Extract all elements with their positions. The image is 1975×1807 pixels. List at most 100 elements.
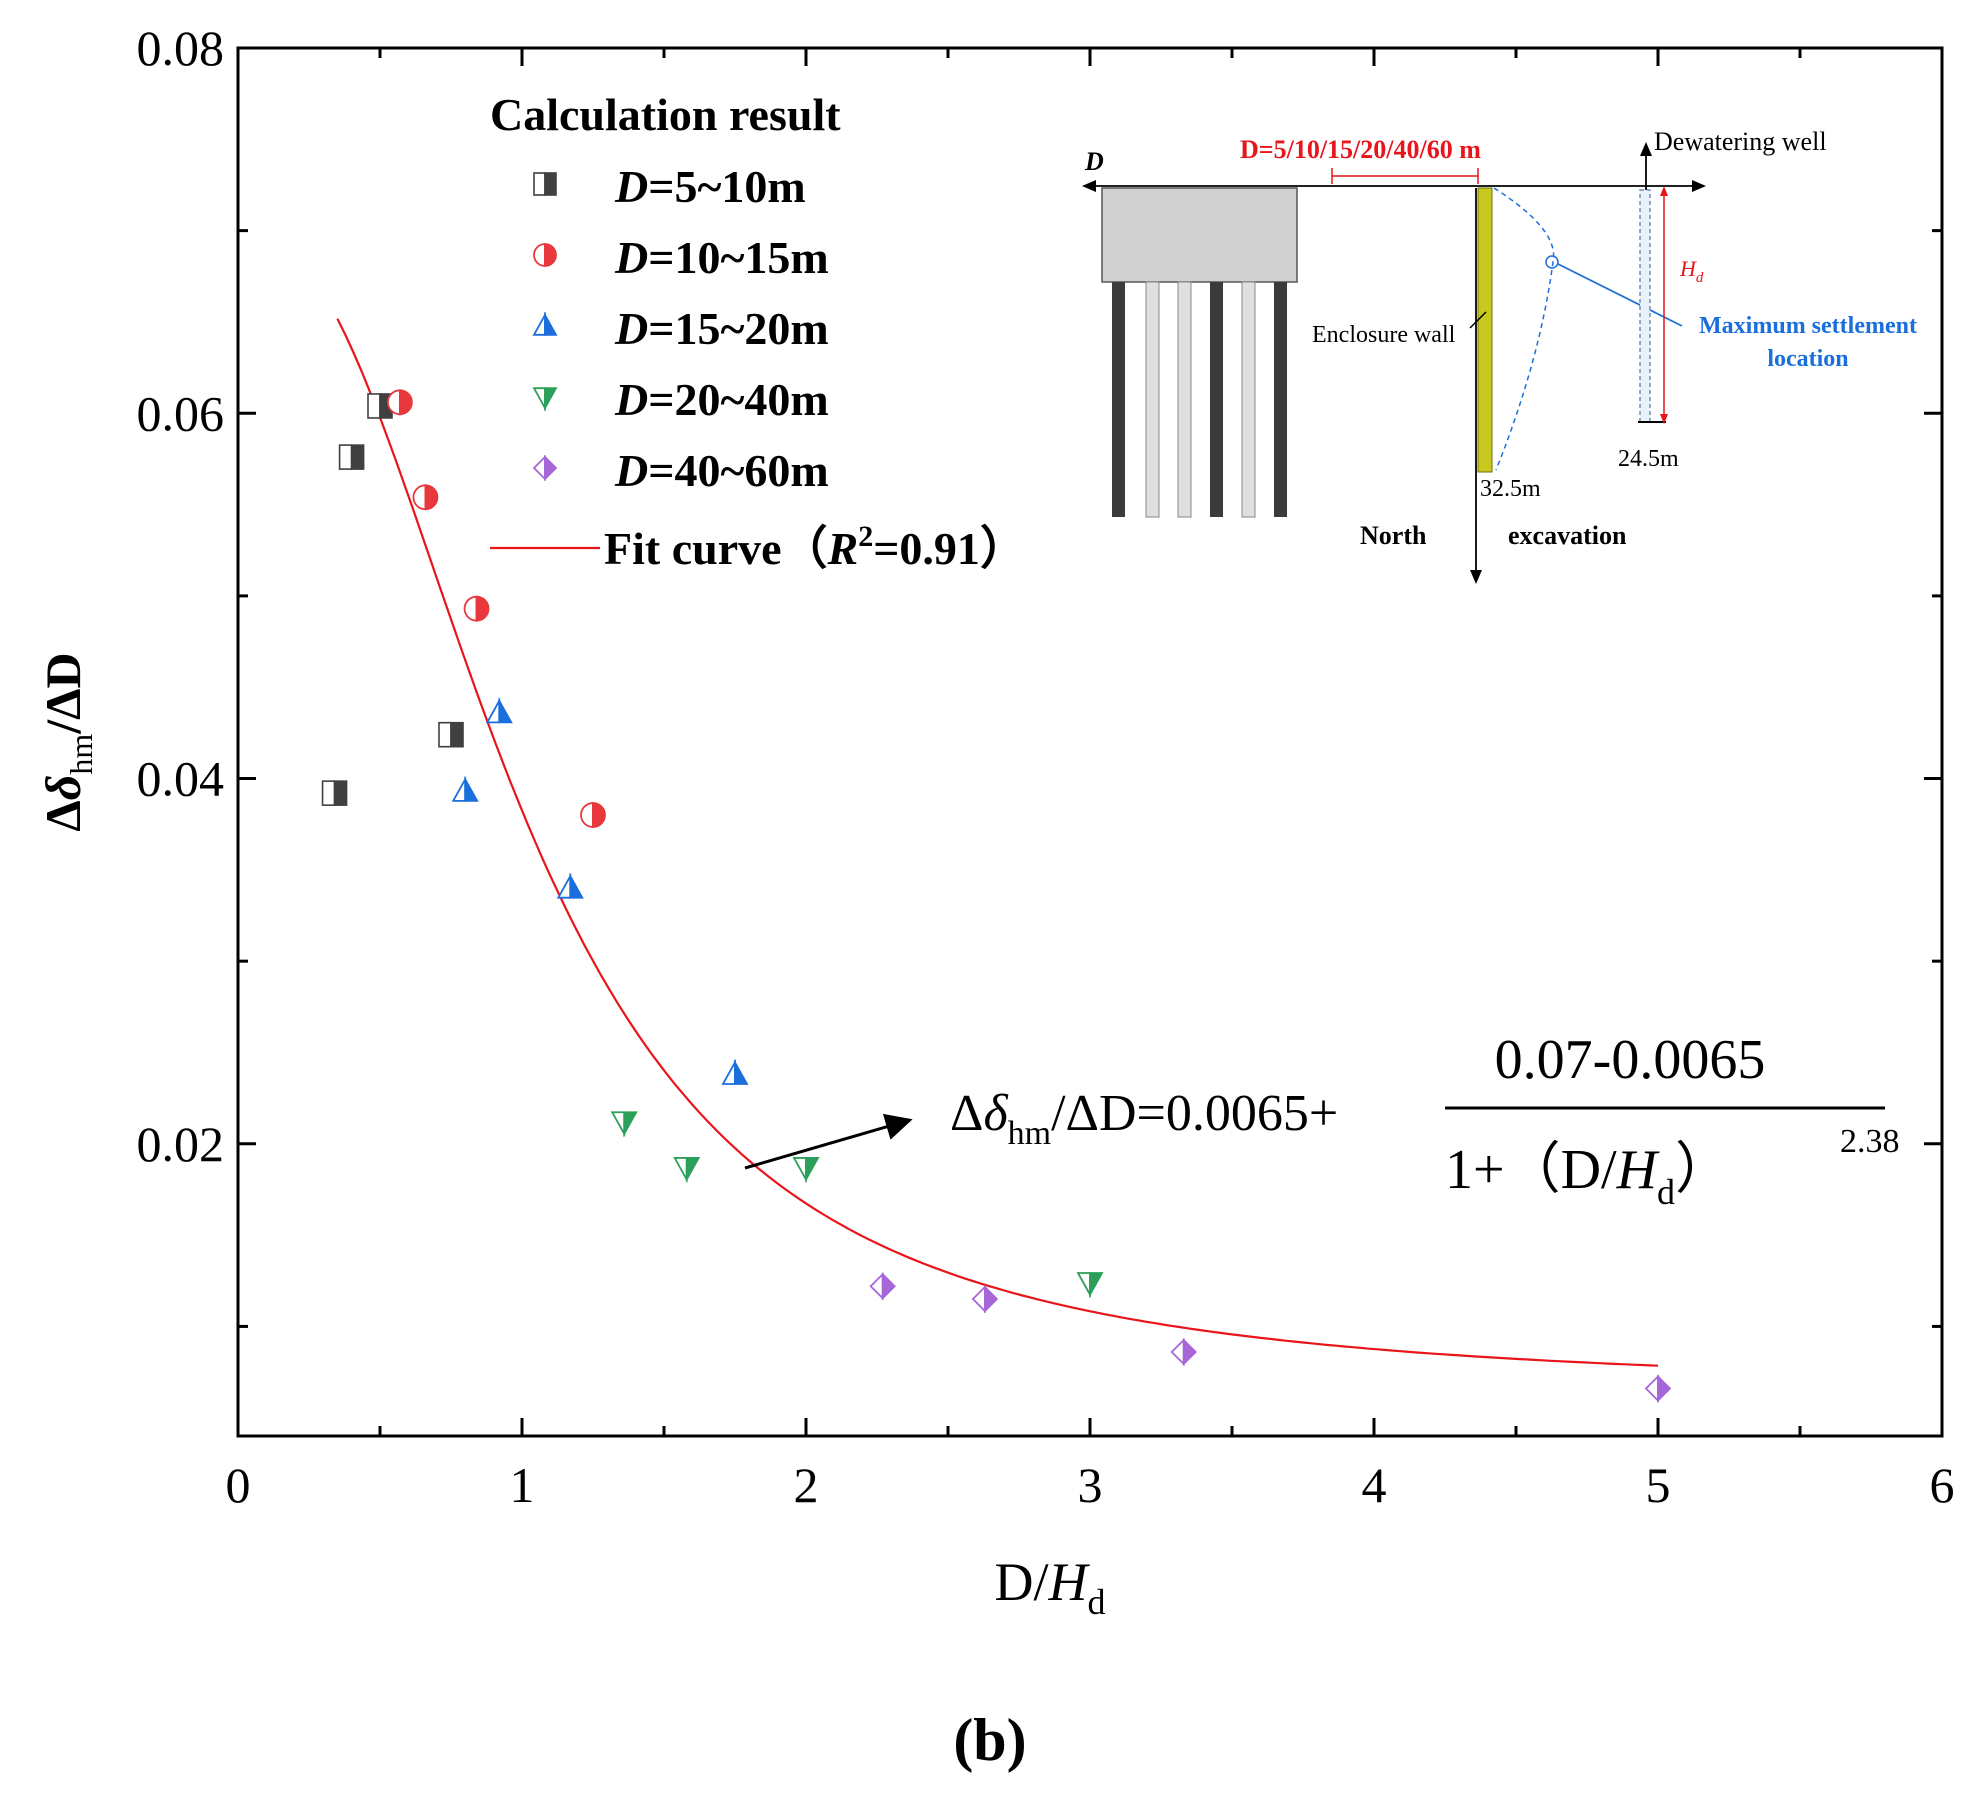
inset-building bbox=[1101, 187, 1298, 283]
equation-den-a: 1+（D/ bbox=[1445, 1139, 1617, 1201]
data-point bbox=[412, 484, 439, 511]
point-marker-left bbox=[367, 393, 381, 419]
point-marker-right bbox=[734, 1058, 749, 1085]
legend-label: D=40~60m bbox=[614, 445, 829, 496]
legend-entry: D=5~10m bbox=[533, 161, 806, 212]
point-marker-right bbox=[685, 1157, 701, 1184]
point-marker-left bbox=[412, 484, 427, 511]
legend-fit-r: R bbox=[827, 523, 859, 574]
x-axis-title-italic: H bbox=[1048, 1552, 1091, 1612]
inset-pile bbox=[1241, 281, 1256, 518]
data-point bbox=[792, 1157, 820, 1184]
legend-fit-name: Fit curve bbox=[604, 523, 782, 574]
equation-left-c: /ΔD=0.0065+ bbox=[1051, 1085, 1338, 1142]
x-tick-label: 6 bbox=[1930, 1457, 1955, 1513]
legend-entry: D=10~15m bbox=[533, 232, 829, 283]
data-point bbox=[1076, 1272, 1104, 1299]
point-marker-left bbox=[580, 802, 594, 828]
x-tick-label: 0 bbox=[226, 1457, 251, 1513]
legend-label-prefix: D bbox=[614, 232, 648, 283]
legend-entry: D=40~60m bbox=[532, 445, 829, 496]
point-marker-right bbox=[592, 802, 606, 828]
legend-marker-right bbox=[544, 311, 558, 336]
legend-label-suffix: =15~20m bbox=[648, 303, 828, 354]
point-marker-left bbox=[971, 1284, 986, 1314]
legend: Calculation result D=5~10mD=10~15mD=15~2… bbox=[490, 89, 1026, 574]
legend-marker-right bbox=[544, 454, 558, 482]
legend-marker-right bbox=[544, 172, 557, 196]
inset-arrow-left bbox=[1082, 180, 1096, 192]
legend-fit-label: Fit curve（R2=0.91） bbox=[604, 520, 1026, 574]
point-marker-left bbox=[463, 595, 478, 622]
data-points bbox=[321, 389, 1672, 1403]
inset-d-label: D bbox=[1084, 147, 1104, 176]
legend-fit-paren-open: （ bbox=[782, 523, 828, 574]
fit-equation: Δδhm/ΔD=0.0065+ 0.07-0.0065 1+（D/Hd） 2.3… bbox=[744, 1029, 1900, 1212]
legend-label-prefix: D bbox=[614, 374, 648, 425]
point-marker-right bbox=[569, 872, 584, 899]
legend-fit-r-sup: 2 bbox=[858, 520, 873, 553]
point-marker-right bbox=[450, 721, 464, 748]
x-tick-label: 5 bbox=[1646, 1457, 1671, 1513]
inset-excavation-label: excavation bbox=[1508, 521, 1627, 550]
inset-wall-depth: 32.5m bbox=[1480, 476, 1541, 502]
legend-label-prefix: D bbox=[614, 303, 648, 354]
x-tick-label: 1 bbox=[510, 1457, 535, 1513]
x-tick-label: 2 bbox=[794, 1457, 819, 1513]
point-marker-right bbox=[333, 780, 348, 806]
point-marker-right bbox=[881, 1272, 896, 1301]
y-axis-title: Δδhm/ΔD bbox=[35, 652, 99, 831]
legend-label: D=20~40m bbox=[614, 374, 829, 425]
x-tick-label: 4 bbox=[1362, 1457, 1387, 1513]
point-marker-left bbox=[721, 1058, 736, 1085]
legend-entry: D=15~20m bbox=[532, 303, 829, 354]
point-marker-left bbox=[869, 1272, 884, 1301]
data-point bbox=[386, 389, 413, 416]
data-point bbox=[463, 595, 490, 622]
inset-settlement-curve bbox=[1493, 187, 1555, 471]
y-tick-label: 0.08 bbox=[137, 20, 225, 76]
point-marker-right bbox=[1089, 1272, 1104, 1299]
inset-max-settlement-marker bbox=[1545, 255, 1559, 269]
inset-enclosure-label: Enclosure wall bbox=[1312, 322, 1456, 348]
inset-max-settlement-line1: Maximum settlement bbox=[1699, 313, 1917, 339]
legend-marker-left bbox=[533, 243, 546, 267]
equation-exponent: 2.38 bbox=[1840, 1123, 1900, 1160]
data-point bbox=[610, 1111, 638, 1138]
point-marker-right bbox=[498, 697, 513, 724]
y-tick-label: 0.04 bbox=[137, 751, 225, 807]
data-point bbox=[971, 1284, 999, 1314]
legend-label-suffix: =20~40m bbox=[648, 374, 828, 425]
inset-distance-label: D=5/10/15/20/40/60 m bbox=[1240, 135, 1481, 164]
inset-pile bbox=[1274, 282, 1287, 517]
data-point bbox=[321, 780, 348, 806]
legend-marker-left bbox=[532, 311, 546, 336]
inset-well-depth: 24.5m bbox=[1618, 446, 1679, 472]
equation-arrow bbox=[744, 1113, 913, 1170]
legend-label: D=15~20m bbox=[614, 303, 829, 354]
data-point bbox=[1170, 1337, 1197, 1367]
legend-entry: D=20~40m bbox=[532, 374, 829, 425]
inset-pile bbox=[1210, 282, 1223, 517]
point-marker-right bbox=[984, 1284, 999, 1314]
x-axis-title: D/Hd bbox=[995, 1552, 1106, 1622]
inset-max-settlement-line2: location bbox=[1767, 346, 1848, 372]
inset-hd-label-main: H bbox=[1679, 256, 1697, 281]
point-marker-left bbox=[438, 721, 452, 748]
x-axis-title-main: D/ bbox=[995, 1552, 1049, 1612]
equation-numerator: 0.07-0.0065 bbox=[1495, 1029, 1766, 1091]
equation-den-c: ） bbox=[1675, 1139, 1731, 1201]
point-marker-left bbox=[1644, 1374, 1659, 1403]
point-marker-left bbox=[485, 697, 501, 724]
point-marker-left bbox=[1170, 1337, 1185, 1367]
point-marker-left bbox=[1076, 1272, 1091, 1299]
data-point bbox=[438, 721, 464, 748]
equation-den-sub: d bbox=[1657, 1172, 1675, 1212]
legend-label-suffix: =5~10m bbox=[648, 161, 805, 212]
x-tick-label: 3 bbox=[1078, 1457, 1103, 1513]
legend-label: D=5~10m bbox=[614, 161, 806, 212]
inset-dewatering-arrow bbox=[1640, 142, 1652, 156]
equation-denominator: 1+（D/Hd） bbox=[1445, 1139, 1731, 1212]
inset-pile bbox=[1145, 281, 1160, 518]
